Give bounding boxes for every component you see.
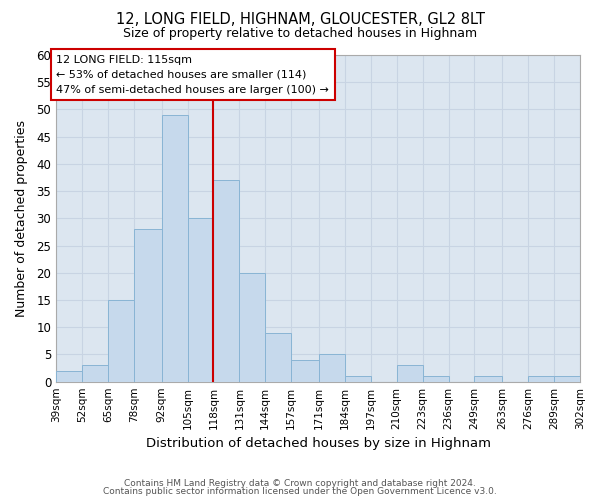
Bar: [161, 115, 188, 382]
Bar: [188, 218, 214, 382]
Bar: [291, 360, 319, 382]
Bar: [82, 366, 108, 382]
Bar: [528, 376, 554, 382]
Bar: [397, 366, 422, 382]
Text: Size of property relative to detached houses in Highnam: Size of property relative to detached ho…: [123, 28, 477, 40]
Bar: [134, 229, 161, 382]
Bar: [319, 354, 345, 382]
Bar: [422, 376, 449, 382]
Bar: [56, 371, 82, 382]
Bar: [239, 273, 265, 382]
Bar: [265, 332, 291, 382]
Text: Contains HM Land Registry data © Crown copyright and database right 2024.: Contains HM Land Registry data © Crown c…: [124, 478, 476, 488]
Bar: [554, 376, 580, 382]
Bar: [214, 180, 239, 382]
Text: 12, LONG FIELD, HIGHNAM, GLOUCESTER, GL2 8LT: 12, LONG FIELD, HIGHNAM, GLOUCESTER, GL2…: [115, 12, 485, 28]
Bar: [475, 376, 502, 382]
Text: Contains public sector information licensed under the Open Government Licence v3: Contains public sector information licen…: [103, 487, 497, 496]
Bar: [108, 300, 134, 382]
X-axis label: Distribution of detached houses by size in Highnam: Distribution of detached houses by size …: [146, 437, 491, 450]
Text: 12 LONG FIELD: 115sqm
← 53% of detached houses are smaller (114)
47% of semi-det: 12 LONG FIELD: 115sqm ← 53% of detached …: [56, 55, 329, 94]
Bar: [345, 376, 371, 382]
Y-axis label: Number of detached properties: Number of detached properties: [15, 120, 28, 317]
